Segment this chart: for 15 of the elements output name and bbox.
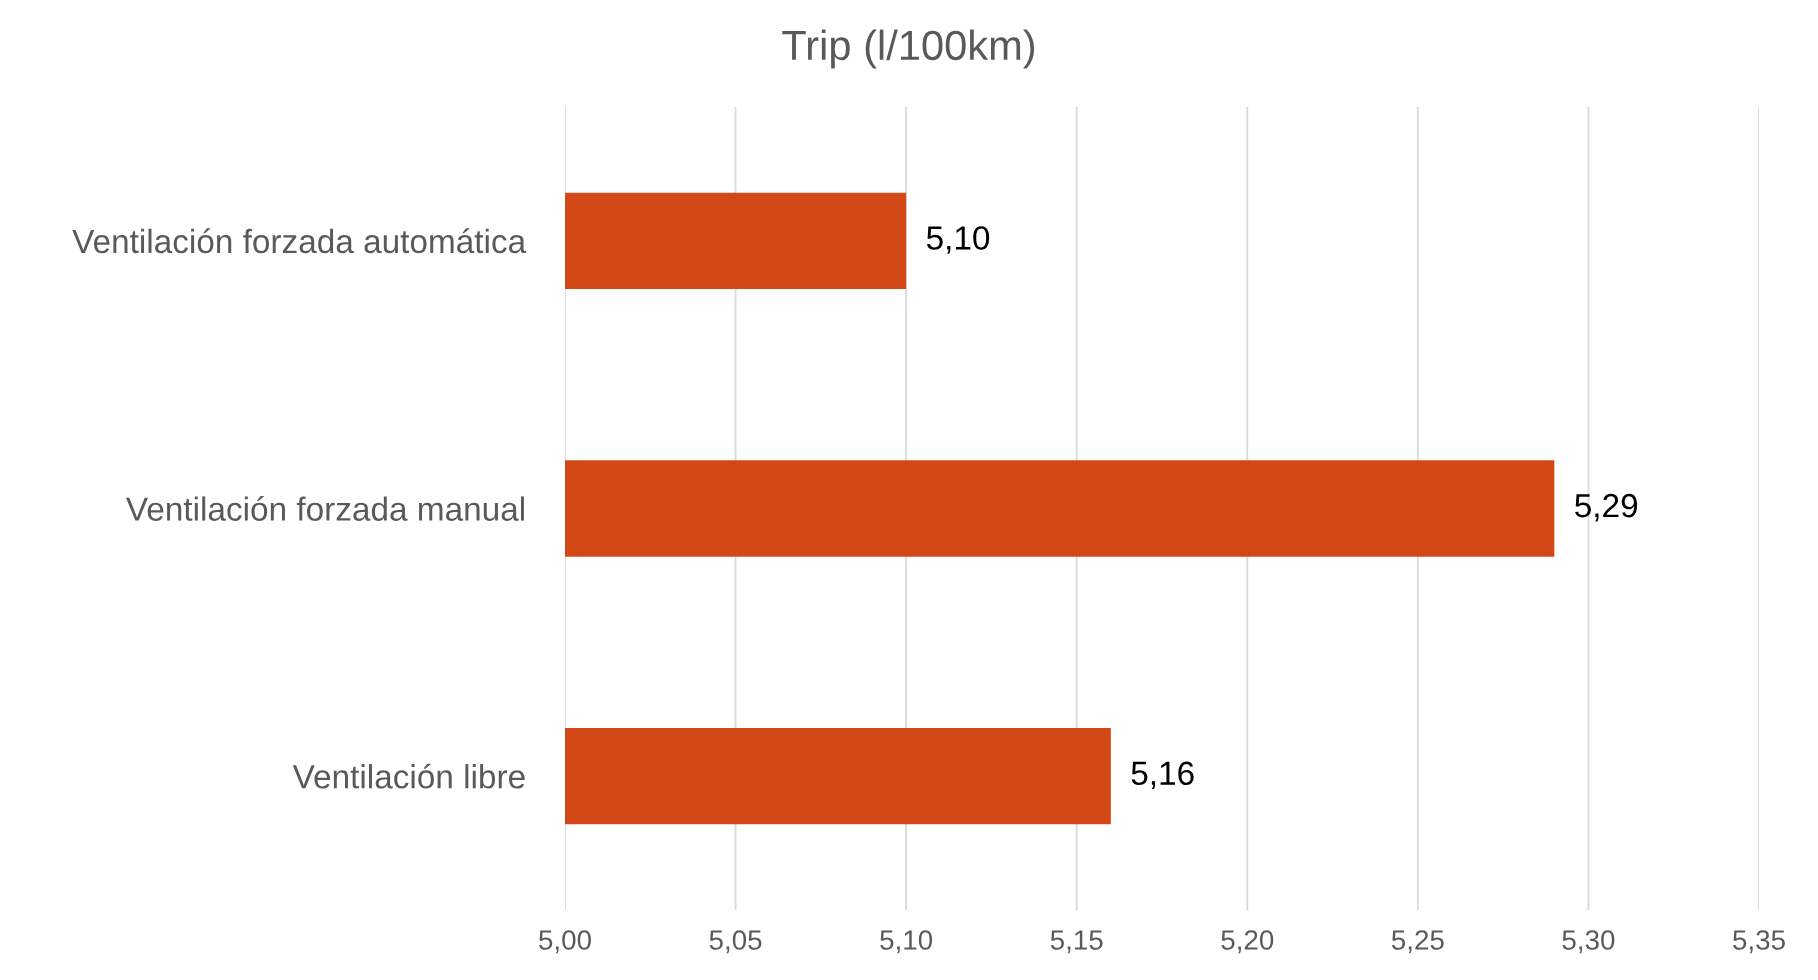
x-tick-label: 5,00 <box>539 930 591 954</box>
chart-title: Trip (l/100km) <box>782 29 1035 69</box>
x-tick-label: 5,35 <box>1733 930 1785 954</box>
x-tick-label: 5,25 <box>1391 930 1444 954</box>
data-label: 5,16 <box>1131 761 1194 790</box>
x-tick-label: 5,10 <box>880 930 933 954</box>
x-tick-label: 5,15 <box>1050 930 1103 954</box>
data-label: 5,29 <box>1575 493 1638 522</box>
y-tick-label: Ventilación forzada automática <box>72 228 527 254</box>
x-tick-label: 5,20 <box>1221 930 1274 954</box>
y-tick-label: Ventilación forzada manual <box>126 496 524 521</box>
y-tick-label: Ventilación libre <box>292 763 525 789</box>
x-tick-label: 5,05 <box>709 930 762 954</box>
x-tick-label: 5,30 <box>1562 930 1615 954</box>
data-label: 5,10 <box>926 226 990 254</box>
